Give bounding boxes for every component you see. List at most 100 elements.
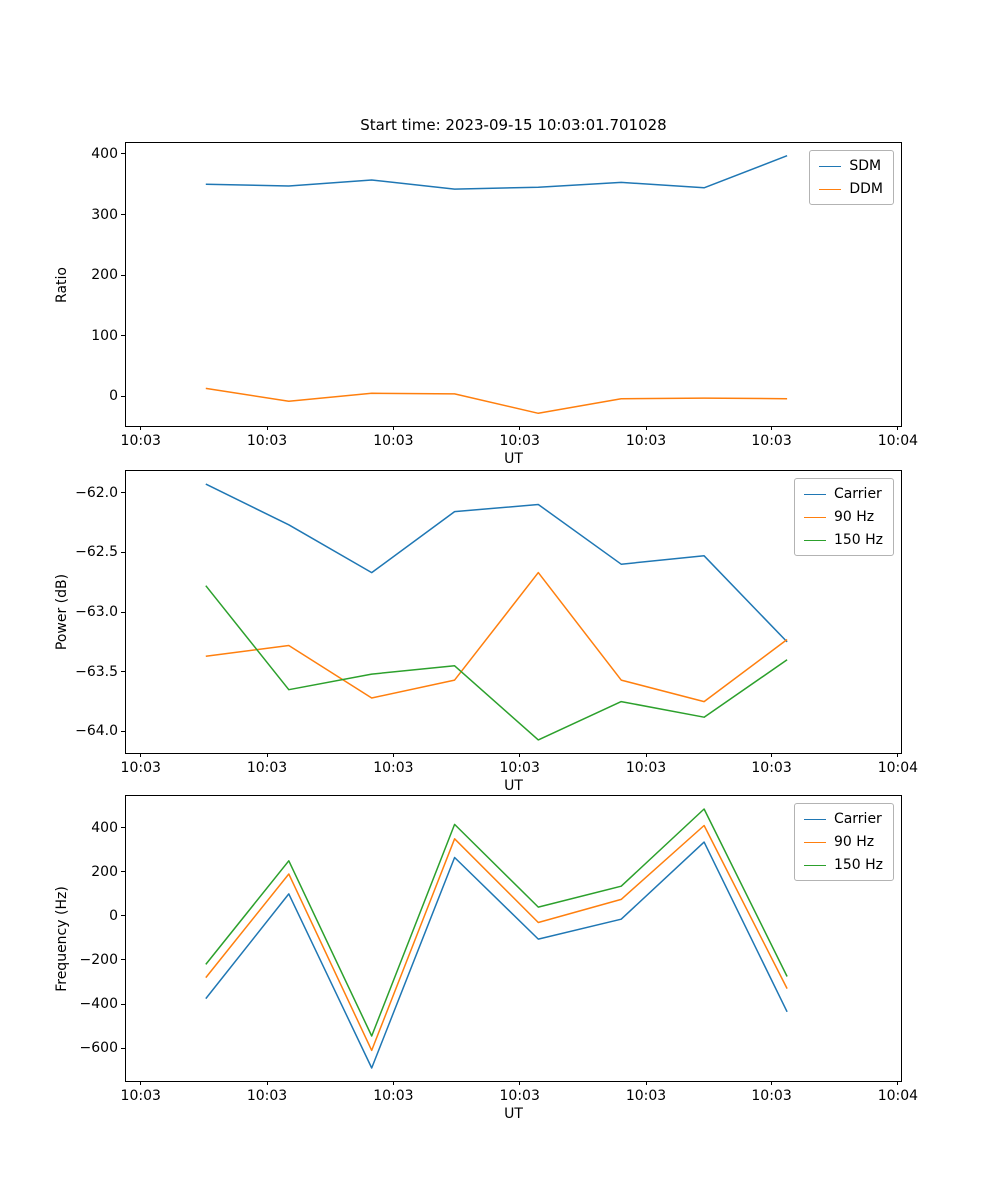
legend-entry-150-hz: 150 Hz bbox=[803, 532, 883, 548]
legend-label: 150 Hz bbox=[833, 857, 883, 873]
x-tick-label: 10:03 bbox=[625, 760, 667, 776]
legend-entry-sdm: SDM bbox=[819, 158, 883, 174]
x-tick-label: 10:04 bbox=[877, 760, 919, 776]
legend-line-swatch bbox=[803, 864, 826, 866]
y-tick-label: −600 bbox=[79, 1040, 118, 1057]
y-tick-mark bbox=[121, 671, 125, 673]
legend-label: DDM bbox=[849, 181, 883, 197]
x-tick-mark bbox=[266, 753, 268, 757]
legend-label: 90 Hz bbox=[833, 509, 875, 525]
x-tick-label: 10:03 bbox=[120, 1088, 161, 1104]
x-tick-mark bbox=[266, 426, 268, 430]
y-tick-mark bbox=[121, 214, 125, 215]
legend-line-swatch bbox=[803, 818, 826, 820]
series-line-90-hz bbox=[205, 824, 788, 1052]
plot-area-3 bbox=[205, 808, 788, 1069]
x-tick-label: 10:03 bbox=[499, 1088, 540, 1104]
x-axis-label-ut-2: UT bbox=[504, 778, 523, 794]
x-tick-label: 10:03 bbox=[751, 433, 792, 449]
x-tick-mark bbox=[771, 1081, 773, 1085]
subplot-ratio: Start time: 2023-09-15 10:03:01.701028 R… bbox=[54, 116, 918, 467]
plot-area-1 bbox=[205, 155, 788, 415]
y-tick-mark bbox=[121, 827, 125, 829]
y-tick-label: 100 bbox=[91, 327, 118, 344]
x-tick-mark bbox=[645, 1081, 647, 1085]
y-tick-mark bbox=[121, 611, 125, 613]
x-tick-mark bbox=[897, 426, 899, 430]
y-tick-label: −400 bbox=[79, 996, 118, 1013]
x-tick-label: 10:03 bbox=[499, 433, 540, 449]
x-tick-label: 10:04 bbox=[877, 433, 919, 449]
y-tick-mark bbox=[121, 551, 125, 553]
legend-line-swatch bbox=[803, 539, 826, 541]
y-tick-label: 0 bbox=[109, 907, 118, 924]
y-tick-mark bbox=[121, 153, 125, 155]
x-tick-label: 10:03 bbox=[625, 1088, 667, 1104]
x-tick-label: 10:03 bbox=[246, 433, 288, 449]
legend: SDM DDM bbox=[809, 150, 894, 205]
x-tick-label: 10:03 bbox=[625, 433, 667, 449]
series-line-carrier bbox=[205, 483, 788, 643]
y-tick-mark bbox=[121, 335, 125, 337]
figure-title: Start time: 2023-09-15 10:03:01.701028 bbox=[360, 116, 667, 134]
x-tick-label: 10:03 bbox=[373, 760, 414, 776]
x-tick-mark bbox=[519, 426, 521, 430]
x-tick-mark bbox=[645, 753, 647, 757]
x-tick-label: 10:03 bbox=[120, 433, 161, 449]
x-tick-label: 10:03 bbox=[499, 760, 540, 776]
y-tick-mark bbox=[121, 1003, 125, 1005]
y-tick-mark bbox=[121, 871, 125, 873]
x-tick-label: 10:03 bbox=[373, 1088, 414, 1104]
x-tick-mark bbox=[140, 753, 142, 757]
series-line-sdm bbox=[205, 155, 788, 190]
x-tick-label: 10:03 bbox=[120, 760, 161, 776]
legend-line-swatch bbox=[803, 493, 826, 495]
y-tick-mark bbox=[121, 959, 125, 961]
y-tick-label: −63.0 bbox=[75, 604, 118, 620]
x-tick-mark bbox=[897, 753, 899, 757]
legend-label: Carrier bbox=[833, 811, 882, 827]
y-tick-label: −64.0 bbox=[75, 723, 118, 740]
series-line-90-hz bbox=[205, 571, 788, 703]
y-tick-label: −62.5 bbox=[75, 544, 118, 561]
x-tick-mark bbox=[645, 426, 647, 430]
legend-label: 90 Hz bbox=[833, 834, 875, 850]
x-tick-mark bbox=[266, 1081, 268, 1085]
series-line-150-hz bbox=[205, 808, 788, 1037]
x-axis-label-ut-3: UT bbox=[504, 1106, 523, 1122]
legend-entry-ddm: DDM bbox=[819, 181, 883, 197]
y-axis-label-ratio: Ratio bbox=[54, 266, 70, 303]
series-line-ddm bbox=[205, 387, 788, 415]
legend-entry-150-hz: 150 Hz bbox=[803, 857, 883, 873]
x-tick-mark bbox=[771, 426, 773, 430]
x-tick-mark bbox=[519, 753, 521, 757]
y-tick-label: 0 bbox=[109, 388, 118, 405]
series-line-150-hz bbox=[205, 585, 788, 741]
legend-line-swatch bbox=[803, 516, 826, 518]
subplot-power: Power (dB) UT −64.0 −63.5 −63.0 −62.5 −62.0 1… bbox=[54, 470, 918, 794]
y-tick-mark bbox=[121, 395, 125, 397]
subplot-frequency: Frequency (Hz) UT −600 −400 −200 0 200 400 10:… bbox=[54, 795, 918, 1122]
x-tick-mark bbox=[140, 1081, 142, 1085]
x-tick-mark bbox=[392, 1081, 394, 1085]
x-tick-label: 10:03 bbox=[246, 760, 288, 776]
y-tick-label: 200 bbox=[91, 267, 118, 284]
legend-line-swatch bbox=[803, 841, 826, 843]
y-axis-label-power: Power (dB) bbox=[54, 573, 70, 651]
legend-line-swatch bbox=[819, 188, 842, 190]
y-tick-mark bbox=[121, 915, 125, 917]
legend: Carrier 90 Hz 150 Hz bbox=[793, 803, 894, 881]
legend-label: Carrier bbox=[833, 486, 882, 502]
x-tick-label: 10:03 bbox=[751, 1088, 792, 1104]
x-tick-mark bbox=[392, 426, 394, 430]
y-axis-label-frequency: Frequency (Hz) bbox=[54, 885, 70, 992]
legend-label: 150 Hz bbox=[833, 532, 883, 548]
legend-line-swatch bbox=[819, 165, 842, 167]
legend: Carrier 90 Hz 150 Hz bbox=[793, 478, 894, 556]
y-tick-label: −62.0 bbox=[75, 484, 118, 501]
y-tick-label: −63.5 bbox=[75, 663, 118, 680]
x-tick-label: 10:03 bbox=[751, 760, 792, 776]
plot-area-2 bbox=[205, 483, 788, 741]
legend-entry-carrier: Carrier bbox=[803, 811, 883, 827]
y-tick-mark bbox=[121, 492, 125, 493]
